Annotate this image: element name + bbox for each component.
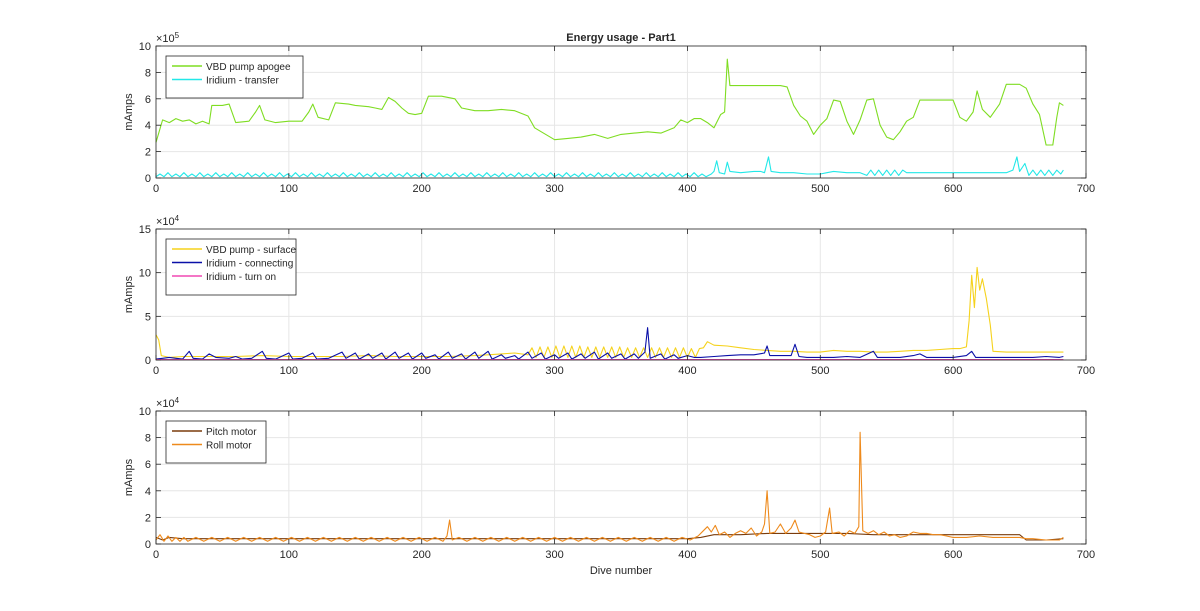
legend: VBD pump - surface Iridium - connecting Ir… [165, 238, 296, 296]
x-tick-label: 600 [944, 183, 962, 195]
x-tick-label: 600 [944, 549, 962, 561]
y-tick-label: 8 [145, 67, 151, 79]
y-exponent-power: 5 [175, 31, 180, 40]
x-tick-label: 100 [280, 549, 298, 561]
y-tick-label: 2 [145, 512, 151, 524]
y-axis-label: mAmps [123, 93, 135, 131]
legend-label: VBD pump apogee [206, 62, 291, 73]
y-tick-label: 6 [145, 94, 151, 106]
x-tick-label: 400 [678, 183, 696, 195]
x-tick-label: 200 [413, 183, 431, 195]
legend-label: Roll motor [206, 441, 252, 452]
legend-label: Pitch motor [206, 427, 257, 438]
x-tick-label: 300 [545, 365, 563, 377]
y-exponent-power: 4 [175, 396, 180, 405]
x-tick-label: 700 [1077, 183, 1095, 195]
subplot-2: 0 100 200 300 400 500 600 700 0 5 10 15 ×104 mAmps VBD… [123, 214, 1095, 377]
y-tick-label: 10 [139, 268, 151, 280]
y-tick-label: 15 [139, 224, 151, 236]
legend: Pitch motor Roll motor [165, 420, 267, 464]
subplot-1: 0 100 200 300 400 500 600 700 0 2 4 6 8 10 ×105 mAmps VB… [123, 31, 1095, 195]
y-tick-label: 4 [145, 486, 151, 498]
axes-box [155, 45, 1087, 179]
x-axis-label: Dive number [590, 565, 653, 577]
x-tick-label: 0 [153, 365, 159, 377]
x-tick-label: 400 [678, 549, 696, 561]
plot-area [156, 229, 1086, 360]
series-line-vbd-pump-apogee [155, 58, 1064, 146]
axes-box [155, 228, 1087, 361]
x-tick-label: 0 [153, 183, 159, 195]
y-tick-label: 10 [139, 406, 151, 418]
plot-area [156, 46, 1086, 178]
x-tick-label: 400 [678, 365, 696, 377]
x-tick-label: 100 [280, 365, 298, 377]
x-tick-label: 100 [280, 183, 298, 195]
x-tick-label: 700 [1077, 365, 1095, 377]
y-tick-label: 10 [139, 41, 151, 53]
x-tick-label: 0 [153, 549, 159, 561]
subplots: 0 100 200 300 400 500 600 7000246810×105mAmpsVB… [123, 31, 1095, 561]
subplot-3: 0 100 200 300 400 500 600 700 0 2 4 6 8 10 ×104 mAmps Pi… [123, 396, 1095, 561]
x-tick-label: 500 [811, 549, 829, 561]
y-tick-label: 6 [145, 459, 151, 471]
y-tick-label: 4 [145, 120, 151, 132]
legend-box [165, 420, 267, 464]
series-line-vbd-pump-surface [155, 266, 1064, 358]
x-tick-label: 200 [413, 549, 431, 561]
legend-label: Iridium - transfer [206, 76, 279, 87]
y-exponent-label: ×105 [156, 31, 180, 45]
y-tick-label: 5 [145, 311, 151, 323]
figure-title: Energy usage - Part1 [566, 32, 675, 44]
series-lines [155, 431, 1064, 542]
x-tick-label: 500 [811, 365, 829, 377]
y-tick-label: 8 [145, 433, 151, 445]
legend-label: Iridium - turn on [206, 272, 276, 283]
legend-label: Iridium - connecting [206, 259, 293, 270]
legend: VBD pump apogee Iridium - transfer [165, 55, 304, 99]
x-tick-label: 200 [413, 365, 431, 377]
tick-group: 0 100 200 300 400 500 600 700 0 2 4 6 8 10 [139, 41, 1095, 195]
axes-box [155, 410, 1087, 545]
y-tick-label: 0 [145, 355, 151, 367]
tick-group: 0 100 200 300 400 500 600 700 0 5 10 15 [139, 224, 1095, 377]
series-line-iridium-transfer [155, 156, 1064, 178]
x-tick-label: 500 [811, 183, 829, 195]
y-exponent-label: ×104 [156, 396, 180, 410]
series-lines [155, 58, 1064, 178]
y-exponent-power: 4 [175, 214, 180, 223]
series-line-iridium-connecting [155, 327, 1064, 360]
y-axis-label: mAmps [123, 458, 135, 496]
tick-group: 0 100 200 300 400 500 600 700 0 2 4 6 8 10 [139, 406, 1095, 561]
y-axis-label: mAmps [123, 275, 135, 313]
x-tick-label: 300 [545, 183, 563, 195]
y-tick-label: 0 [145, 539, 151, 551]
plot-area [156, 411, 1086, 544]
y-exponent-label: ×104 [156, 214, 180, 228]
legend-label: VBD pump - surface [206, 245, 296, 256]
legend-box [165, 55, 304, 99]
x-tick-label: 600 [944, 365, 962, 377]
series-line-roll-motor [155, 431, 1064, 542]
y-tick-label: 0 [145, 173, 151, 185]
x-tick-label: 700 [1077, 549, 1095, 561]
x-tick-label: 300 [545, 549, 563, 561]
y-tick-label: 2 [145, 147, 151, 159]
